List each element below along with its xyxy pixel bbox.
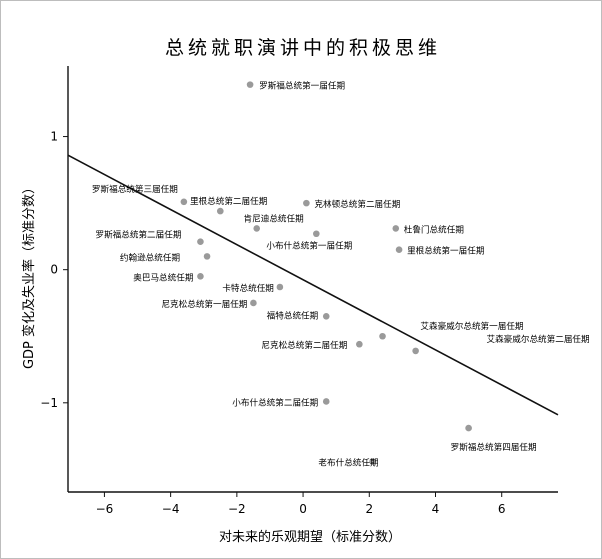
x-tick-label: 0 <box>299 502 307 516</box>
data-point <box>197 273 204 280</box>
ticks: −6 −4 −2 0 2 4 6 −1 0 1 <box>40 130 505 516</box>
data-point-label: 里根总统第二届任期 <box>190 195 267 207</box>
data-point <box>303 199 310 207</box>
y-axis-label: GDP 变化及失业率（标准分数） <box>21 181 37 369</box>
data-point <box>250 299 257 307</box>
data-point <box>322 312 330 320</box>
data-point-label: 里根总统第一届任期 <box>407 245 484 257</box>
trend-line <box>67 154 559 416</box>
data-point-label: 罗斯福总统第四届任期 <box>451 441 537 453</box>
data-point-label: 尼克松总统第一届任期 <box>161 298 247 310</box>
data-point-label: 罗斯福总统第一届任期 <box>259 80 345 92</box>
data-point-label: 艾森豪威尔总统第一届任期 <box>420 320 523 332</box>
data-points: 罗斯福总统第一届任期罗斯福总统第三届任期里根总统第二届任期肯尼迪总统任期克林顿总… <box>92 80 590 469</box>
x-axis-label: 对未来的乐观期望（标准分数） <box>219 529 401 545</box>
y-tick-label: 1 <box>50 130 58 144</box>
x-tick-label: −2 <box>228 502 246 516</box>
data-point <box>197 238 204 246</box>
data-point <box>392 225 400 232</box>
x-tick-label: −6 <box>96 502 114 516</box>
data-point <box>313 230 320 238</box>
x-tick-label: 6 <box>498 502 506 516</box>
data-point-label: 杜鲁门总统任期 <box>404 223 464 235</box>
data-point-label: 罗斯福总统第三届任期 <box>92 183 178 195</box>
data-point <box>369 458 376 465</box>
data-point-label: 尼克松总统第二届任期 <box>261 339 347 351</box>
x-tick-label: −4 <box>162 502 180 516</box>
x-tick-label: 4 <box>432 502 440 516</box>
data-point-label: 奥巴马总统任期 <box>133 271 193 283</box>
chart-title: 总统就职演讲中的积极思维 <box>165 37 441 59</box>
data-point <box>412 347 419 355</box>
y-tick-label: −1 <box>40 396 58 410</box>
data-point-label: 艾森豪威尔总统第二届任期 <box>486 333 589 345</box>
data-point-label: 福特总统任期 <box>267 309 319 321</box>
data-point <box>180 198 188 206</box>
data-point-label: 小布什总统第一届任期 <box>266 240 352 252</box>
data-point <box>465 424 472 432</box>
data-point <box>253 225 261 232</box>
data-point-label: 约翰逊总统任期 <box>120 251 180 263</box>
data-point <box>379 332 386 340</box>
x-tick-label: 2 <box>365 502 373 516</box>
data-point-label: 老布什总统任期 <box>318 456 378 468</box>
data-point <box>216 207 224 215</box>
data-point <box>246 81 254 88</box>
data-point-label: 小布什总统第二届任期 <box>232 396 318 408</box>
data-point <box>395 246 403 254</box>
data-point-label: 肯尼迪总统任期 <box>244 212 304 224</box>
y-tick-label: 0 <box>50 263 58 277</box>
data-point-label: 克林顿总统第二届任期 <box>314 198 400 210</box>
data-point-label: 卡特总统任期 <box>222 282 274 294</box>
data-point <box>322 398 330 405</box>
data-point-label: 罗斯福总统第二届任期 <box>95 229 181 241</box>
data-point <box>276 283 284 291</box>
data-point <box>356 340 363 348</box>
data-point <box>203 253 211 260</box>
